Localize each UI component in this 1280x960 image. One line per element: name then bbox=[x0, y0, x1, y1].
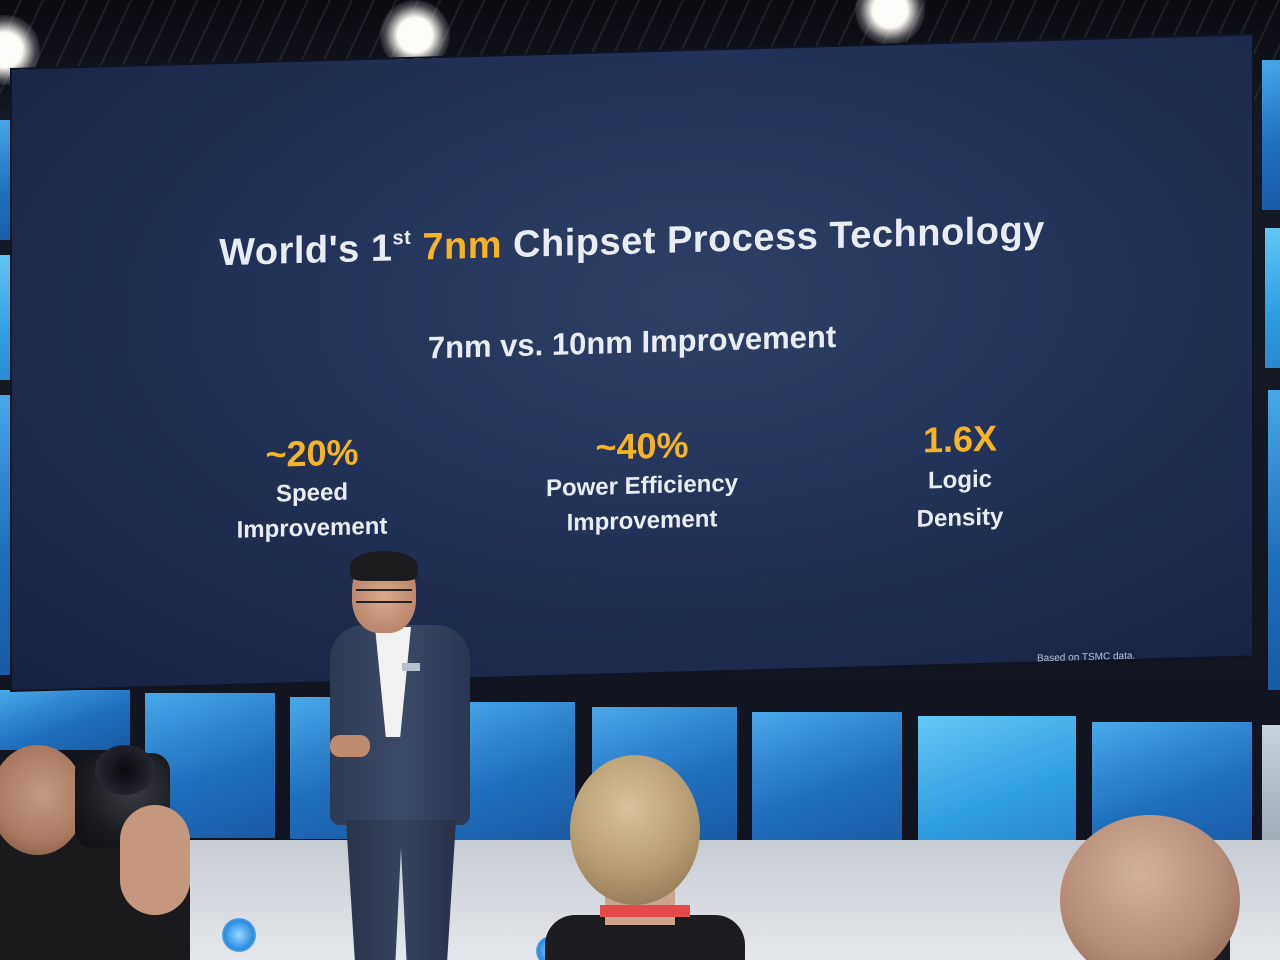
led-wall-panel bbox=[1268, 390, 1280, 690]
photographer-hand bbox=[120, 805, 190, 915]
projection-screen: World's 1st 7nm Chipset Process Technolo… bbox=[12, 35, 1252, 691]
pocket-square bbox=[402, 663, 420, 671]
metric-label: Speed Improvement bbox=[236, 478, 388, 544]
led-wall-panel bbox=[1262, 60, 1280, 210]
led-wall-panel bbox=[0, 690, 130, 750]
title-superscript: st bbox=[392, 226, 412, 250]
slide-footnote: Based on TSMC data. bbox=[1037, 650, 1136, 665]
metric-label: Power Efficiency Improvement bbox=[545, 469, 739, 537]
presenter-glasses bbox=[356, 589, 412, 603]
presenter-hands bbox=[330, 735, 370, 757]
audience-member-head bbox=[1060, 815, 1240, 960]
photographer bbox=[0, 735, 280, 960]
metric-speed: ~20% Speed Improvement bbox=[162, 427, 462, 549]
metric-power-efficiency: ~40% Power Efficiency Improvement bbox=[492, 420, 792, 542]
lanyard bbox=[600, 905, 690, 917]
title-suffix: Chipset Process Technology bbox=[513, 209, 1045, 267]
presenter bbox=[320, 551, 480, 960]
presenter-hair bbox=[350, 551, 418, 581]
audience-member-head bbox=[570, 755, 700, 905]
presenter-trousers bbox=[346, 820, 456, 960]
audience-member bbox=[545, 755, 745, 960]
title-accent: 7nm bbox=[422, 224, 502, 269]
metric-logic-density: 1.6X Logic Density bbox=[810, 413, 1110, 541]
slide-subtitle: 7nm vs. 10nm Improvement bbox=[427, 318, 837, 366]
led-wall-panel bbox=[752, 712, 902, 847]
audience-member bbox=[1050, 815, 1280, 960]
slide-title: World's 1st 7nm Chipset Process Technolo… bbox=[12, 203, 1252, 281]
led-wall-panel bbox=[1265, 228, 1280, 368]
title-prefix: World's 1 bbox=[219, 227, 393, 275]
led-wall-panel bbox=[918, 716, 1076, 849]
photographer-head bbox=[0, 745, 85, 855]
stage-light bbox=[222, 918, 256, 952]
metric-label: Logic Density bbox=[916, 465, 1004, 533]
camera-lens bbox=[95, 745, 155, 795]
led-wall-panel bbox=[1262, 725, 1280, 855]
